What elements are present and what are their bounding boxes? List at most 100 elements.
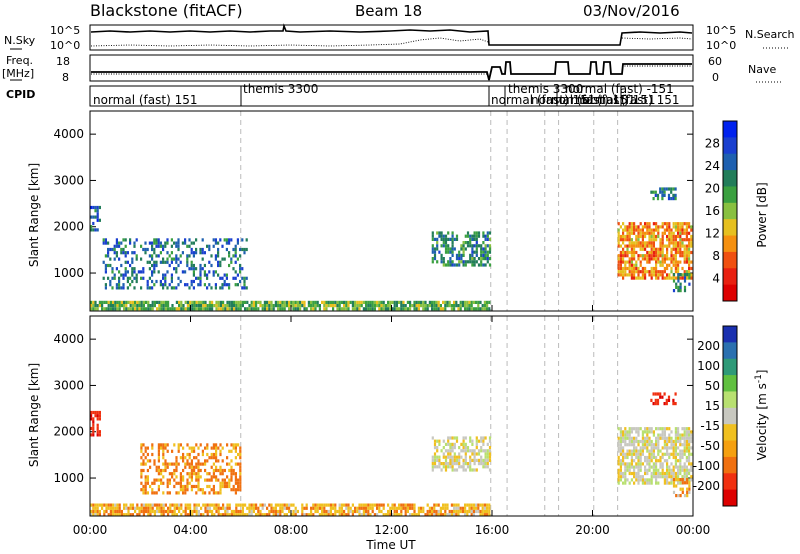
data-cell (433, 237, 437, 241)
data-cell (685, 436, 688, 440)
data-cell (457, 307, 460, 311)
data-cell (214, 257, 217, 261)
data-cell (672, 260, 675, 264)
data-cell (677, 234, 680, 239)
data-cell (400, 513, 403, 517)
data-cell (184, 300, 187, 304)
data-cell (447, 465, 450, 469)
data-cell (215, 300, 218, 304)
data-cell (234, 446, 237, 450)
data-cell (624, 465, 627, 469)
data-cell (633, 468, 636, 472)
data-cell (655, 270, 658, 274)
data-cell (451, 241, 454, 245)
data-cell (655, 263, 658, 267)
data-cell (679, 225, 682, 229)
data-cell (281, 503, 284, 507)
data-cell (663, 478, 666, 482)
data-cell (436, 446, 439, 450)
data-cell (683, 222, 686, 226)
data-cell (127, 513, 130, 517)
data-cell (175, 286, 178, 290)
data-cell (433, 247, 437, 251)
data-cell (488, 237, 492, 241)
data-cell (458, 465, 461, 469)
data-cell (668, 427, 671, 431)
data-cell (122, 286, 125, 290)
data-cell (199, 273, 202, 277)
data-cell (641, 238, 644, 242)
data-cell (105, 509, 108, 514)
data-cell (628, 250, 631, 255)
data-cell (628, 244, 631, 248)
data-cell (681, 238, 684, 242)
data-cell (92, 433, 95, 437)
colorbar-tick-label: -200 (693, 479, 720, 493)
data-cell (301, 300, 304, 304)
data-cell (652, 392, 655, 396)
data-cell (354, 307, 357, 311)
data-cell (155, 263, 158, 268)
data-cell (688, 468, 691, 472)
data-cell (679, 462, 682, 466)
data-cell (312, 304, 315, 308)
data-cell (661, 197, 664, 201)
data-cell (186, 459, 189, 463)
data-cell (188, 267, 191, 271)
data-cell (314, 503, 317, 507)
data-cell (685, 430, 688, 434)
data-cell (624, 478, 627, 482)
data-cell (411, 513, 414, 517)
data-cell (635, 465, 638, 469)
data-cell (674, 187, 677, 191)
data-cell (471, 458, 474, 462)
data-cell (672, 279, 676, 283)
data-cell (389, 300, 392, 304)
data-cell (303, 304, 306, 308)
data-cell (208, 283, 211, 287)
data-cell (617, 446, 620, 450)
data-cell (162, 449, 165, 453)
data-cell (188, 286, 191, 290)
data-cell (101, 300, 104, 304)
data-cell (677, 241, 680, 245)
data-cell (652, 475, 655, 479)
data-cell (197, 481, 200, 485)
data-cell (274, 503, 277, 507)
data-cell (215, 503, 218, 507)
data-cell (323, 300, 326, 304)
data-cell (650, 231, 653, 235)
data-cell (641, 452, 644, 456)
data-cell (619, 266, 622, 271)
data-cell (624, 238, 627, 242)
data-cell (681, 241, 684, 245)
data-cell (470, 304, 473, 308)
data-cell (661, 231, 664, 235)
data-cell (464, 263, 467, 267)
data-cell (661, 455, 664, 460)
data-cell (354, 300, 357, 304)
data-cell (118, 509, 121, 514)
data-cell (470, 506, 473, 510)
data-cell (674, 465, 677, 469)
data-cell (663, 270, 666, 274)
data-cell (488, 455, 492, 459)
data-cell (190, 449, 193, 453)
data-cell (281, 509, 284, 514)
data-cell (453, 300, 456, 304)
data-cell (266, 506, 269, 510)
freq-tick-bottom: 8 (62, 71, 69, 84)
data-cell (146, 481, 149, 485)
data-cell (294, 509, 297, 514)
data-cell (400, 509, 403, 514)
data-cell (203, 270, 206, 274)
data-cell (164, 279, 167, 284)
data-cell (94, 209, 97, 213)
data-cell (226, 300, 229, 304)
data-cell (661, 190, 664, 194)
data-cell (213, 503, 216, 507)
data-cell (135, 279, 138, 284)
data-cell (221, 283, 224, 287)
data-cell (686, 487, 689, 491)
